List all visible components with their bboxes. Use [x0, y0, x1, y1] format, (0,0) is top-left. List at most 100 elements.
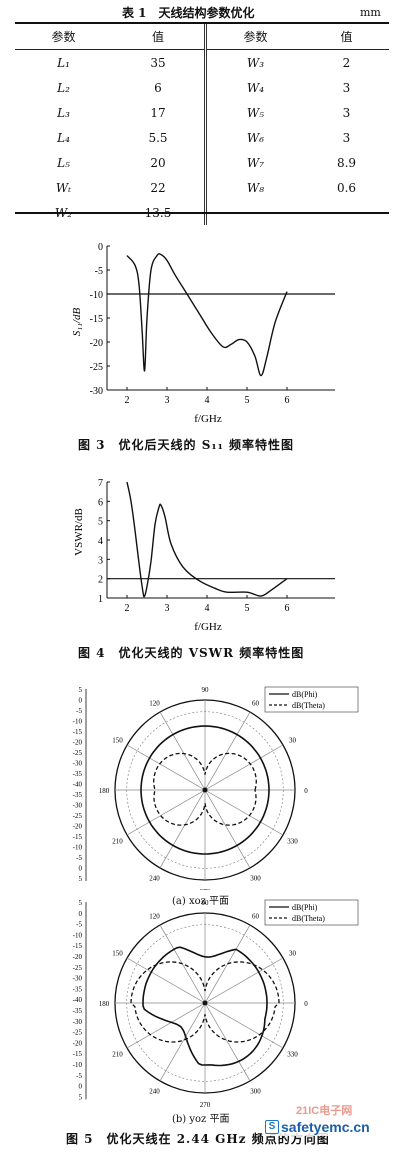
- angle-label: 210: [112, 838, 123, 846]
- pattern-phi: [142, 946, 268, 1067]
- radial-tick-label: -15: [73, 1050, 83, 1058]
- header-param-2: 参数: [204, 24, 304, 50]
- x-tick-label: 5: [245, 603, 250, 614]
- cell-param: W₈: [204, 175, 304, 200]
- radial-tick-label: 0: [79, 1083, 83, 1091]
- legend-box: [264, 899, 359, 926]
- cell-param: L₃: [57, 105, 70, 120]
- angle-label: 300: [250, 1087, 261, 1095]
- cell-param: L₂: [57, 80, 70, 95]
- radial-tick-label: -10: [73, 844, 83, 852]
- table-row: L₁ 35 W₃ 2: [15, 49, 389, 75]
- cell-param: W₅: [204, 100, 304, 125]
- angle-label: 60: [252, 700, 260, 708]
- legend-theta: dB(Theta): [292, 914, 325, 923]
- y-tick-label: 0: [98, 242, 103, 253]
- radial-tick-label: -25: [73, 964, 83, 972]
- table-row: L₂ 6 W₄ 3: [15, 75, 389, 100]
- cell-param: Wₜ: [55, 180, 72, 195]
- radial-tick-label: 5: [79, 875, 83, 883]
- radial-tick-label: -5: [76, 1072, 82, 1080]
- x-tick-label: 4: [205, 603, 210, 614]
- angle-label: 180: [99, 787, 110, 795]
- angle-label: 330: [287, 1051, 298, 1059]
- x-tick-label: 6: [285, 395, 290, 406]
- angle-label: 0: [304, 1000, 308, 1008]
- table-row: Wₜ 22 W₈ 0.6: [15, 175, 389, 200]
- x-tick-label: 6: [285, 603, 290, 614]
- polar-center-dot: [202, 787, 208, 793]
- x-tick-label: 5: [245, 395, 250, 406]
- angle-label: 210: [112, 1051, 123, 1059]
- radial-tick-label: -15: [73, 833, 83, 841]
- x-tick-label: 3: [165, 395, 170, 406]
- angle-label: 270: [200, 1101, 211, 1109]
- radial-tick-label: -40: [73, 781, 83, 789]
- angle-label: 120: [149, 913, 160, 921]
- s11-chart: 0 -5 -10 -15 -20 -25 -30 2 3 4 5 6 S₁₁/dB f/GHz: [71, 242, 335, 425]
- cell-param: L₁: [57, 55, 70, 70]
- cell-value: 3: [342, 80, 351, 95]
- cell-param: W₃: [204, 49, 304, 75]
- cell-value: 8.9: [336, 155, 357, 170]
- table-row: L₃ 17 W₅ 3: [15, 100, 389, 125]
- vswr-chart: 1 2 3 4 5 6 7 2 3 4 5 6 VSWR/dB f/GHz: [73, 478, 335, 633]
- y-tick-label: -30: [90, 386, 103, 397]
- cell-value: 0.6: [336, 180, 357, 195]
- radial-tick-label: 0: [79, 697, 83, 705]
- radial-tick-label: -35: [73, 985, 83, 993]
- s11-curve: [126, 253, 288, 377]
- y-tick-label: -25: [90, 362, 103, 373]
- sub-a-caption: (a) xoz 平面: [172, 896, 230, 907]
- y-tick-label: -10: [90, 290, 103, 301]
- y-tick-label: 3: [98, 555, 103, 566]
- pattern-theta: [153, 752, 257, 826]
- radial-tick-label: -10: [73, 1061, 83, 1069]
- angle-label: 240: [149, 874, 160, 882]
- angle-label: 0: [304, 787, 308, 795]
- radial-tick-label: -20: [73, 953, 83, 961]
- radial-tick-label: -15: [73, 942, 83, 950]
- s11-ylabel: S₁₁/dB: [71, 308, 83, 337]
- vswr-curve: [126, 481, 288, 598]
- angle-label: 180: [99, 1000, 110, 1008]
- polar-center-dot: [202, 1000, 208, 1006]
- watermark: S safetyemc.cn: [262, 1118, 373, 1136]
- angle-label: 270: [200, 888, 211, 890]
- x-tick-label: 2: [125, 603, 130, 614]
- radial-tick-label: -20: [73, 823, 83, 831]
- y-tick-label: 6: [98, 497, 103, 508]
- radial-tick-label: -35: [73, 770, 83, 778]
- cell-value: 6: [154, 80, 162, 95]
- polar-yoz: dB(Phi) dB(Theta) 0 30 60 90 120 150 180 210 240…: [73, 899, 359, 1109]
- cell-param: W₄: [204, 75, 304, 100]
- radial-tick-label: -25: [73, 749, 83, 757]
- x-tick-label: 2: [125, 395, 130, 406]
- y-tick-label: 5: [98, 517, 103, 528]
- cell-value: 22: [150, 180, 166, 195]
- table-bottom-rule: [15, 212, 389, 214]
- y-tick-label: -5: [95, 266, 103, 277]
- x-tick-label: 4: [205, 395, 210, 406]
- radial-tick-label: -15: [73, 728, 83, 736]
- vswr-xlabel: f/GHz: [194, 621, 222, 633]
- polar-xoz: dB(Phi) dB(Theta) 0 30 60 90 120 150 180 210 240…: [73, 686, 359, 890]
- legend-phi: dB(Phi): [292, 690, 318, 699]
- sub-b-caption: (b) yoz 平面: [172, 1114, 230, 1125]
- legend-phi: dB(Phi): [292, 903, 318, 912]
- radial-tick-label: -10: [73, 931, 83, 939]
- angle-label: 90: [202, 899, 210, 907]
- radial-tick-label: -25: [73, 812, 83, 820]
- legend-box: [264, 686, 359, 713]
- angle-label: 120: [149, 700, 160, 708]
- radial-tick-label: -5: [76, 707, 82, 715]
- header-value-2: 值: [304, 24, 389, 50]
- angle-label: 60: [252, 913, 260, 921]
- radial-tick-label: 5: [79, 899, 83, 907]
- cell-param: L₄: [57, 130, 70, 145]
- radial-tick-label: -30: [73, 760, 83, 768]
- radial-tick-label: -30: [73, 802, 83, 810]
- table-header-row: 参数 值 参数 值: [15, 24, 389, 50]
- radial-tick-label: -20: [73, 739, 83, 747]
- watermark-text: safetyemc.cn: [281, 1119, 370, 1135]
